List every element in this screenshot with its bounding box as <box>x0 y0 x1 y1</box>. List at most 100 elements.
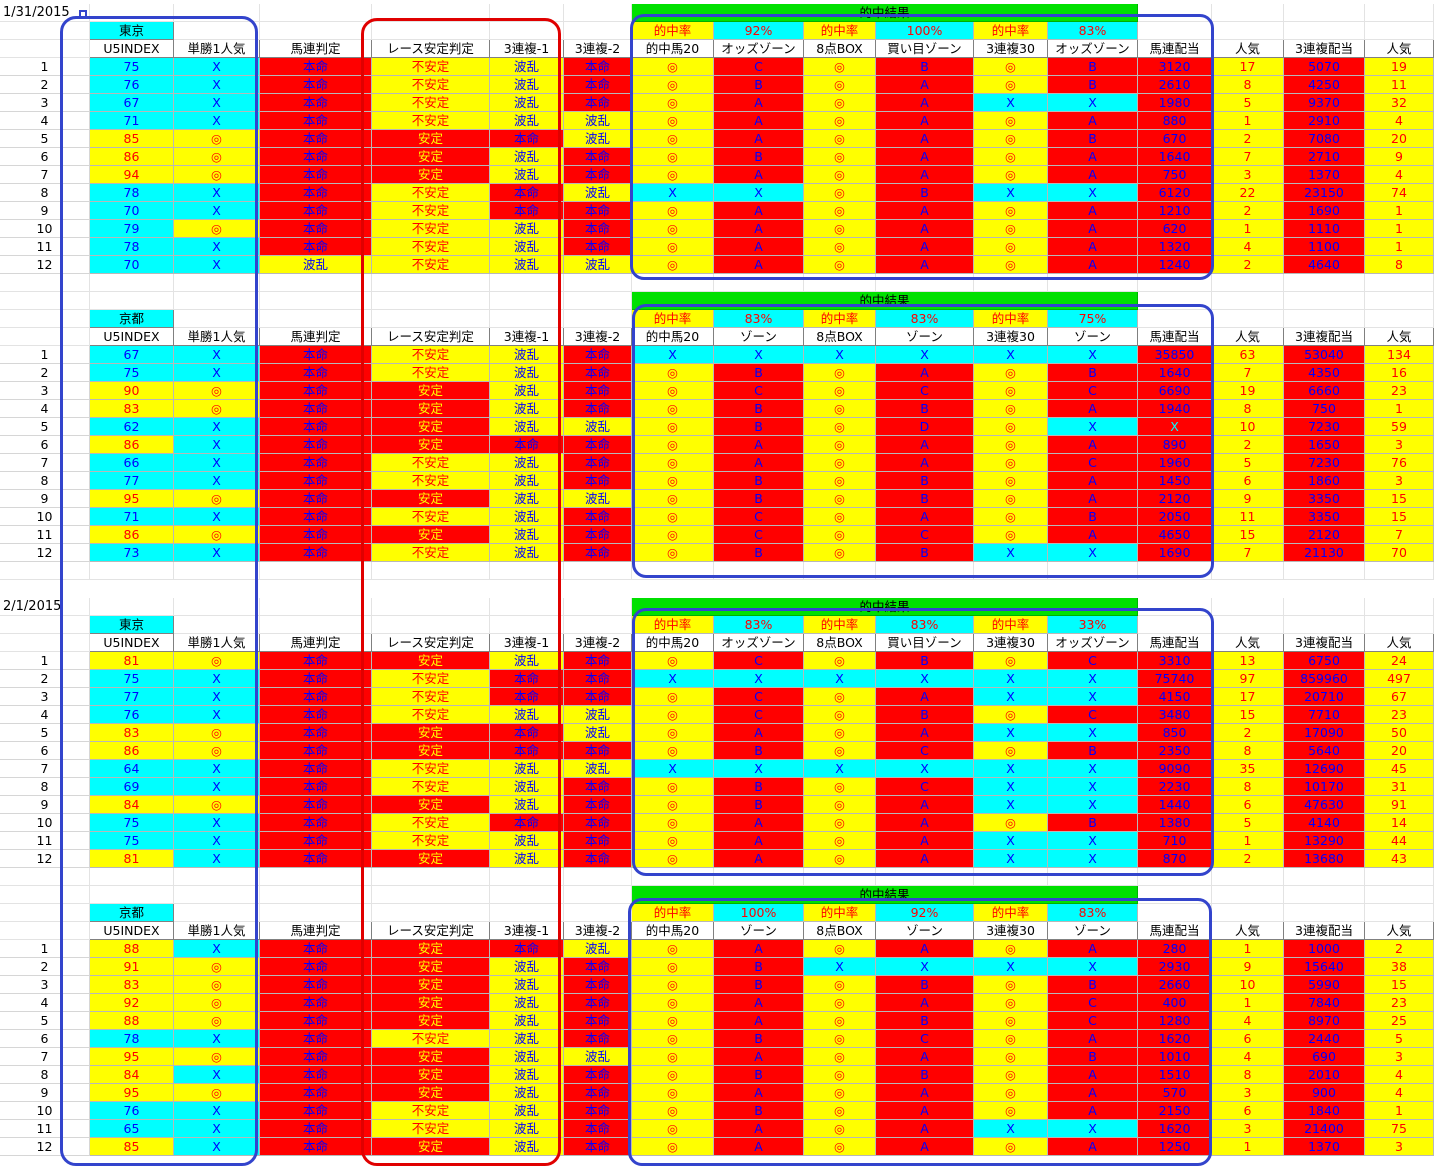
column-header[interactable]: 単勝1人気 <box>174 40 260 58</box>
blank-cell[interactable] <box>804 562 876 580</box>
data-cell[interactable]: A <box>876 832 974 850</box>
data-cell[interactable]: 7 <box>1212 364 1284 382</box>
data-cell[interactable]: 19 <box>1212 382 1284 400</box>
row-number[interactable]: 3 <box>0 94 90 112</box>
data-cell[interactable]: ◎ <box>804 58 876 76</box>
data-cell[interactable]: X <box>974 544 1048 562</box>
data-cell[interactable]: 74 <box>1365 184 1434 202</box>
data-cell[interactable]: 本命 <box>564 472 632 490</box>
data-cell[interactable]: ◎ <box>632 850 714 868</box>
data-cell[interactable]: ◎ <box>174 220 260 238</box>
data-cell[interactable]: 波乱 <box>490 472 564 490</box>
data-cell[interactable]: X <box>974 724 1048 742</box>
data-cell[interactable]: A <box>876 850 974 868</box>
data-cell[interactable]: 83 <box>90 976 174 994</box>
data-cell[interactable]: 不安定 <box>372 184 490 202</box>
data-cell[interactable]: ◎ <box>974 382 1048 400</box>
blank-cell[interactable] <box>0 868 90 886</box>
data-cell[interactable]: 4 <box>1365 1066 1434 1084</box>
data-cell[interactable]: C <box>876 742 974 760</box>
data-cell[interactable]: A <box>876 994 974 1012</box>
data-cell[interactable]: 1 <box>1212 220 1284 238</box>
data-cell[interactable]: A <box>1048 436 1138 454</box>
data-cell[interactable]: 本命 <box>490 742 564 760</box>
data-cell[interactable]: 波乱 <box>490 1102 564 1120</box>
data-cell[interactable]: 690 <box>1284 1048 1365 1066</box>
data-cell[interactable]: 67 <box>90 346 174 364</box>
data-cell[interactable]: 85 <box>90 1138 174 1156</box>
data-cell[interactable]: 9 <box>1212 490 1284 508</box>
data-cell[interactable]: 不安定 <box>372 670 490 688</box>
data-cell[interactable]: 安定 <box>372 724 490 742</box>
data-cell[interactable]: C <box>1048 652 1138 670</box>
hit-rate-value[interactable]: 100% <box>714 904 804 922</box>
data-cell[interactable]: 本命 <box>564 850 632 868</box>
data-cell[interactable]: ◎ <box>974 220 1048 238</box>
data-cell[interactable]: 本命 <box>260 1084 372 1102</box>
data-cell[interactable]: A <box>876 238 974 256</box>
data-cell[interactable]: 11 <box>1365 76 1434 94</box>
data-cell[interactable]: 波乱 <box>564 940 632 958</box>
column-header[interactable]: 8点BOX <box>804 328 876 346</box>
data-cell[interactable]: 17 <box>1212 688 1284 706</box>
data-cell[interactable]: ◎ <box>632 508 714 526</box>
row-number[interactable]: 5 <box>0 1012 90 1030</box>
data-cell[interactable]: X <box>174 202 260 220</box>
hit-rate-value[interactable]: 75% <box>1048 310 1138 328</box>
row-number[interactable]: 7 <box>0 760 90 778</box>
data-cell[interactable]: B <box>714 364 804 382</box>
hit-rate-label[interactable]: 的中率 <box>632 22 714 40</box>
column-header[interactable]: レース安定判定 <box>372 328 490 346</box>
blank-cell[interactable] <box>1212 562 1284 580</box>
blank-cell[interactable] <box>1365 4 1434 22</box>
blank-cell[interactable] <box>90 868 174 886</box>
data-cell[interactable]: X <box>1138 418 1212 436</box>
data-cell[interactable]: B <box>1048 130 1138 148</box>
blank-cell[interactable] <box>0 616 90 634</box>
blank-cell[interactable] <box>1212 274 1284 292</box>
data-cell[interactable]: 1650 <box>1284 436 1365 454</box>
data-cell[interactable]: X <box>174 346 260 364</box>
blank-cell[interactable] <box>1284 274 1365 292</box>
data-cell[interactable]: X <box>174 670 260 688</box>
data-cell[interactable]: 4 <box>1365 1084 1434 1102</box>
data-cell[interactable]: 73 <box>90 544 174 562</box>
data-cell[interactable]: ◎ <box>632 778 714 796</box>
data-cell[interactable]: 4350 <box>1284 364 1365 382</box>
data-cell[interactable]: 本命 <box>260 814 372 832</box>
blank-cell[interactable] <box>260 22 372 40</box>
data-cell[interactable]: 本命 <box>260 958 372 976</box>
data-cell[interactable]: ◎ <box>632 1066 714 1084</box>
data-cell[interactable]: 50 <box>1365 724 1434 742</box>
data-cell[interactable]: 76 <box>90 706 174 724</box>
blank-cell[interactable] <box>372 598 490 616</box>
blank-cell[interactable] <box>372 22 490 40</box>
data-cell[interactable]: 安定 <box>372 418 490 436</box>
data-cell[interactable]: 安定 <box>372 1084 490 1102</box>
row-number[interactable]: 7 <box>0 454 90 472</box>
data-cell[interactable]: 32 <box>1365 94 1434 112</box>
data-cell[interactable]: 波乱 <box>490 220 564 238</box>
blank-cell[interactable] <box>174 904 260 922</box>
data-cell[interactable]: 76 <box>90 1102 174 1120</box>
data-cell[interactable]: X <box>174 184 260 202</box>
data-cell[interactable]: ◎ <box>974 436 1048 454</box>
data-cell[interactable]: X <box>876 670 974 688</box>
blank-cell[interactable] <box>372 292 490 310</box>
data-cell[interactable]: X <box>632 670 714 688</box>
data-cell[interactable]: 2610 <box>1138 76 1212 94</box>
hit-rate-value[interactable]: 92% <box>876 904 974 922</box>
column-header[interactable]: 馬連配当 <box>1138 328 1212 346</box>
data-cell[interactable]: ◎ <box>804 472 876 490</box>
column-header[interactable]: U5INDEX <box>90 634 174 652</box>
location-label[interactable]: 京都 <box>90 310 174 328</box>
hit-rate-label[interactable]: 的中率 <box>804 310 876 328</box>
column-header[interactable]: ゾーン <box>1048 922 1138 940</box>
data-cell[interactable]: 1510 <box>1138 1066 1212 1084</box>
data-cell[interactable]: 2930 <box>1138 958 1212 976</box>
row-number[interactable]: 10 <box>0 508 90 526</box>
data-cell[interactable]: 2150 <box>1138 1102 1212 1120</box>
data-cell[interactable]: ◎ <box>974 400 1048 418</box>
data-cell[interactable]: 安定 <box>372 742 490 760</box>
hit-rate-value[interactable]: 83% <box>1048 904 1138 922</box>
